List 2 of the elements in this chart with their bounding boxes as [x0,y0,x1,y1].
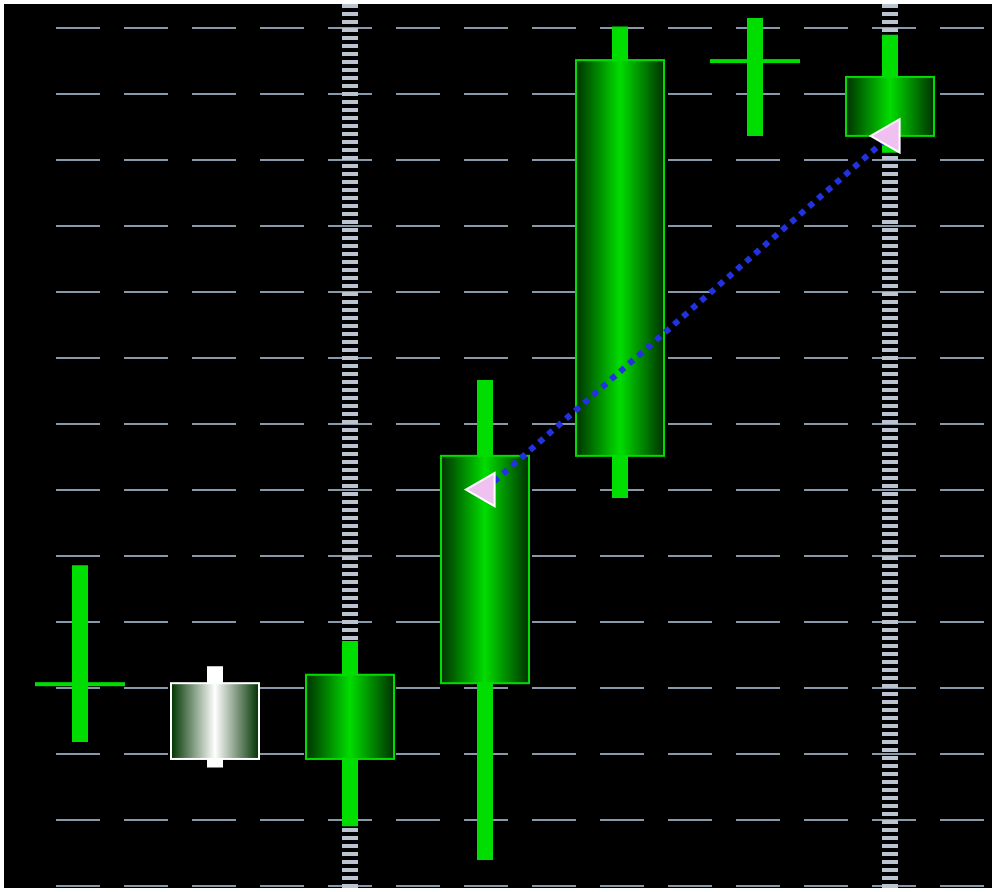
candlestick [710,18,800,136]
candlestick [35,565,125,743]
